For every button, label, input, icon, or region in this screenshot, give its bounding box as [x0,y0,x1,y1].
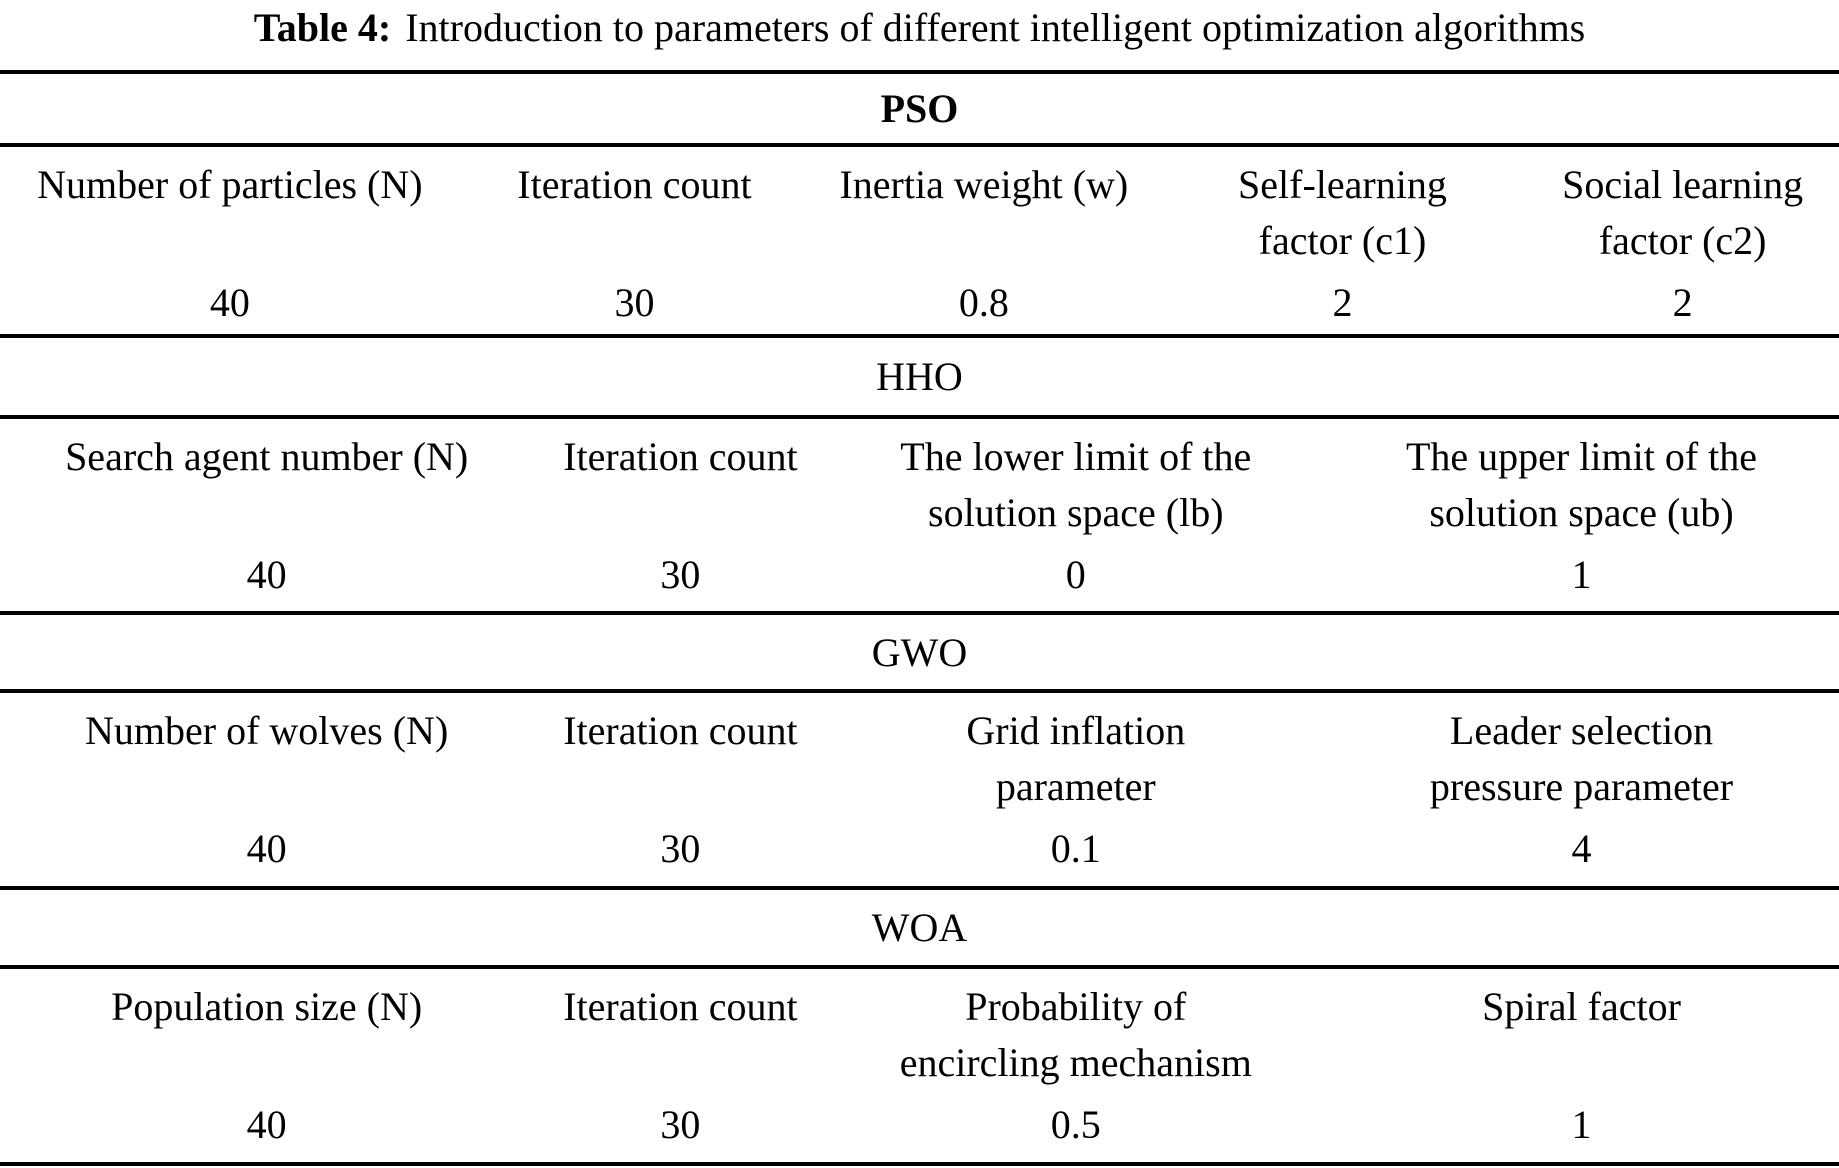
value-row-pso: 40 30 0.8 2 2 [0,275,1839,331]
table-caption: Table 4: Introduction to parameters of di… [0,0,1839,70]
value-cell: 0.8 [958,280,1009,325]
value-row-woa: 40 30 0.5 1 [0,1097,1839,1153]
horizontal-rule [0,70,1839,74]
column-header: Number of particles (N) [37,162,423,207]
value-cell: 2 [1672,280,1693,325]
header-row-pso: Number of particles (N) Iteration count … [0,147,1839,269]
horizontal-rule [0,611,1839,615]
value-cell: 30 [660,552,701,597]
horizontal-rule [0,886,1839,890]
section-woa: Population size (N) Iteration count Prob… [0,969,1839,1162]
column-header: Search agent number (N) [65,434,469,479]
value-cell: 4 [1571,826,1592,871]
column-header: Iteration count [563,708,798,753]
value-cell: 2 [1332,280,1353,325]
value-cell: 1 [1571,1102,1592,1147]
value-cell: 30 [660,1102,701,1147]
section-title-hho: HHO [876,354,963,399]
value-cell: 40 [246,552,287,597]
value-cell: 1 [1571,552,1592,597]
value-cell: 0 [1065,552,1086,597]
table-caption-text: Introduction to parameters of different … [405,5,1586,50]
value-cell: 40 [246,1102,287,1147]
value-cell: 0.5 [1050,1102,1101,1147]
column-header: Spiral factor [1482,984,1681,1029]
table-caption-number: Table 4: [253,5,392,50]
column-header: Iteration count [563,984,798,1029]
section-title-pso: PSO [880,86,959,131]
value-cell: 30 [660,826,701,871]
section-hho: Search agent number (N) Iteration count … [0,419,1839,611]
column-header: Self-learning factor (c1) [1238,162,1447,263]
value-cell: 30 [614,280,655,325]
column-header: Number of wolves (N) [85,708,449,753]
horizontal-rule [0,334,1839,338]
column-header: Leader selection pressure parameter [1429,708,1734,809]
value-cell: 40 [209,280,250,325]
section-title-woa: WOA [871,905,968,950]
column-header: Inertia weight (w) [839,162,1129,207]
column-header: The upper limit of the solution space (u… [1405,434,1757,535]
header-row-hho: Search agent number (N) Iteration count … [0,419,1839,541]
column-header: Population size (N) [111,984,423,1029]
value-cell: 0.1 [1050,826,1101,871]
value-cell: 40 [246,826,287,871]
horizontal-rule [0,965,1839,969]
column-header: Grid inflation parameter [966,708,1186,809]
section-title-gwo: GWO [871,629,968,675]
column-header: The lower limit of the solution space (l… [900,434,1252,535]
section-pso: Number of particles (N) Iteration count … [0,147,1839,334]
column-header: Social learning factor (c2) [1562,162,1804,263]
column-header: Iteration count [563,434,798,479]
header-row-gwo: Number of wolves (N) Iteration count Gri… [0,693,1839,815]
horizontal-rule [0,415,1839,419]
header-row-woa: Population size (N) Iteration count Prob… [0,969,1839,1091]
value-row-gwo: 40 30 0.1 4 [0,821,1839,877]
value-row-hho: 40 30 0 1 [0,547,1839,603]
horizontal-rule [0,143,1839,147]
column-header: Iteration count [517,162,752,207]
section-gwo: Number of wolves (N) Iteration count Gri… [0,693,1839,886]
horizontal-rule [0,689,1839,693]
column-header: Probability of encircling mechanism [899,984,1252,1085]
horizontal-rule [0,1162,1839,1166]
